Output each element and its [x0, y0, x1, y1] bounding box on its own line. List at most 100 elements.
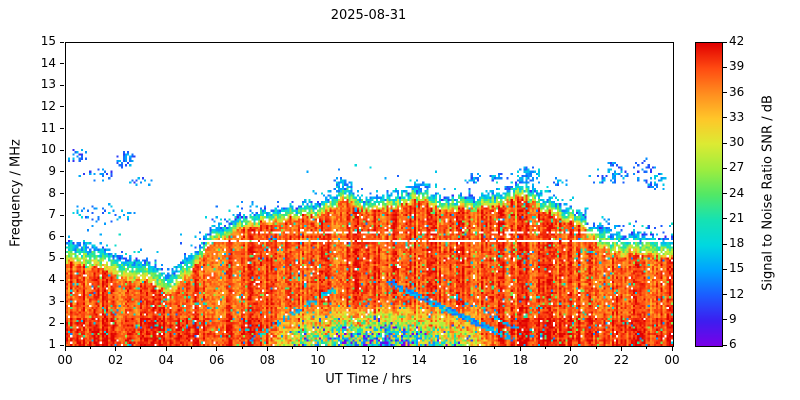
x-minor-tick-mark	[190, 347, 192, 349]
x-tick-label: 14	[411, 353, 427, 367]
x-tick-label: 18	[512, 353, 528, 367]
y-tick-mark	[60, 344, 64, 346]
x-tick-mark	[317, 347, 319, 351]
colorbar-tick-mark	[723, 117, 727, 119]
x-tick-mark	[469, 347, 471, 351]
colorbar-tick-label: 12	[729, 286, 745, 301]
x-tick-label: 00	[57, 353, 73, 367]
colorbar-tick-mark	[723, 243, 727, 245]
x-minor-tick-mark	[393, 347, 395, 349]
x-minor-tick-mark	[595, 347, 597, 349]
x-tick-mark	[368, 347, 369, 351]
x-minor-tick-mark	[443, 347, 445, 349]
x-tick-mark	[671, 347, 673, 351]
y-tick-label: 4	[48, 272, 56, 287]
colorbar-tick-mark	[723, 319, 727, 321]
y-tick-label: 9	[48, 163, 56, 178]
x-tick-mark	[620, 347, 622, 351]
colorbar-tick-label: 39	[729, 59, 745, 74]
colorbar-tick-mark	[723, 41, 727, 43]
colorbar-tick-label: 36	[729, 84, 745, 99]
x-minor-tick-mark	[292, 347, 294, 349]
colorbar-tick-mark	[723, 142, 727, 144]
x-minor-tick-mark	[342, 347, 344, 349]
y-tick-mark	[60, 106, 64, 108]
y-tick-label: 11	[40, 120, 56, 135]
colorbar-tick-label: 42	[729, 34, 745, 48]
colorbar-tick-mark	[723, 218, 727, 220]
x-tick-mark	[165, 347, 167, 351]
y-tick-mark	[60, 257, 64, 259]
y-tick-label: 8	[48, 185, 56, 200]
y-tick-mark	[60, 236, 64, 238]
x-tick-label: 00	[664, 353, 680, 367]
x-tick-mark	[64, 347, 66, 351]
y-tick-label: 3	[48, 293, 56, 308]
colorbar-tick-label: 18	[729, 236, 745, 250]
colorbar-tick-label: 24	[729, 185, 745, 200]
chart-title: 2025-08-31	[330, 8, 407, 23]
y-tick-mark	[60, 193, 64, 194]
colorbar-label: Signal to Noise Ratio SNR / dB	[760, 95, 776, 291]
colorbar-tick-label: 9	[729, 311, 737, 326]
y-tick-label: 15	[40, 34, 56, 48]
colorbar-tick-mark	[723, 294, 727, 295]
colorbar	[695, 42, 723, 347]
x-tick-mark	[519, 347, 521, 351]
colorbar-tick-mark	[723, 66, 727, 68]
colorbar-tick-label: 27	[729, 160, 745, 175]
x-tick-label: 06	[209, 353, 225, 367]
y-tick-label: 12	[40, 98, 56, 113]
colorbar-gradient	[696, 43, 722, 346]
colorbar-tick-mark	[723, 193, 727, 194]
y-tick-mark	[60, 301, 64, 303]
y-tick-mark	[60, 149, 64, 151]
x-tick-label: 16	[462, 353, 478, 367]
y-tick-mark	[60, 279, 64, 281]
colorbar-tick-label: 6	[729, 337, 737, 351]
x-tick-label: 04	[158, 353, 174, 367]
x-tick-mark	[216, 347, 218, 351]
y-tick-label: 14	[40, 55, 56, 70]
heatmap-canvas	[66, 43, 673, 346]
colorbar-tick-label: 21	[729, 210, 745, 225]
x-tick-label: 22	[613, 353, 630, 367]
x-tick-label: 20	[563, 353, 579, 367]
x-minor-tick-mark	[545, 347, 547, 349]
x-tick-label: 10	[310, 353, 326, 367]
plot-frame	[65, 42, 674, 347]
x-minor-tick-mark	[89, 347, 91, 349]
y-tick-label: 5	[48, 250, 56, 265]
y-axis-label: Frequency / MHz	[8, 139, 24, 247]
y-tick-mark	[60, 322, 64, 324]
y-tick-mark	[60, 171, 64, 173]
colorbar-tick-label: 33	[729, 109, 745, 124]
y-tick-label: 2	[48, 315, 56, 330]
y-tick-mark	[60, 128, 64, 130]
x-minor-tick-mark	[494, 347, 496, 349]
x-tick-label: 12	[360, 353, 377, 367]
colorbar-tick-mark	[723, 92, 727, 93]
y-tick-label: 6	[48, 228, 56, 243]
y-tick-label: 10	[40, 142, 56, 157]
colorbar-tick-mark	[723, 167, 727, 169]
colorbar-tick-mark	[723, 268, 727, 270]
y-tick-label: 13	[40, 77, 56, 92]
x-tick-label: 08	[259, 353, 275, 367]
x-minor-tick-mark	[140, 347, 142, 349]
y-tick-mark	[60, 84, 64, 86]
x-minor-tick-mark	[241, 347, 243, 349]
colorbar-tick-label: 15	[729, 261, 745, 276]
colorbar-tick-mark	[723, 344, 727, 346]
x-axis-label: UT Time / hrs	[325, 372, 412, 387]
x-tick-mark	[266, 347, 268, 351]
x-tick-mark	[115, 347, 117, 351]
y-tick-mark	[60, 214, 64, 216]
y-tick-label: 1	[48, 337, 56, 351]
y-tick-mark	[60, 63, 64, 65]
x-tick-mark	[570, 347, 572, 351]
x-tick-mark	[418, 347, 420, 351]
x-tick-label: 02	[107, 353, 124, 367]
colorbar-tick-label: 30	[729, 135, 745, 149]
